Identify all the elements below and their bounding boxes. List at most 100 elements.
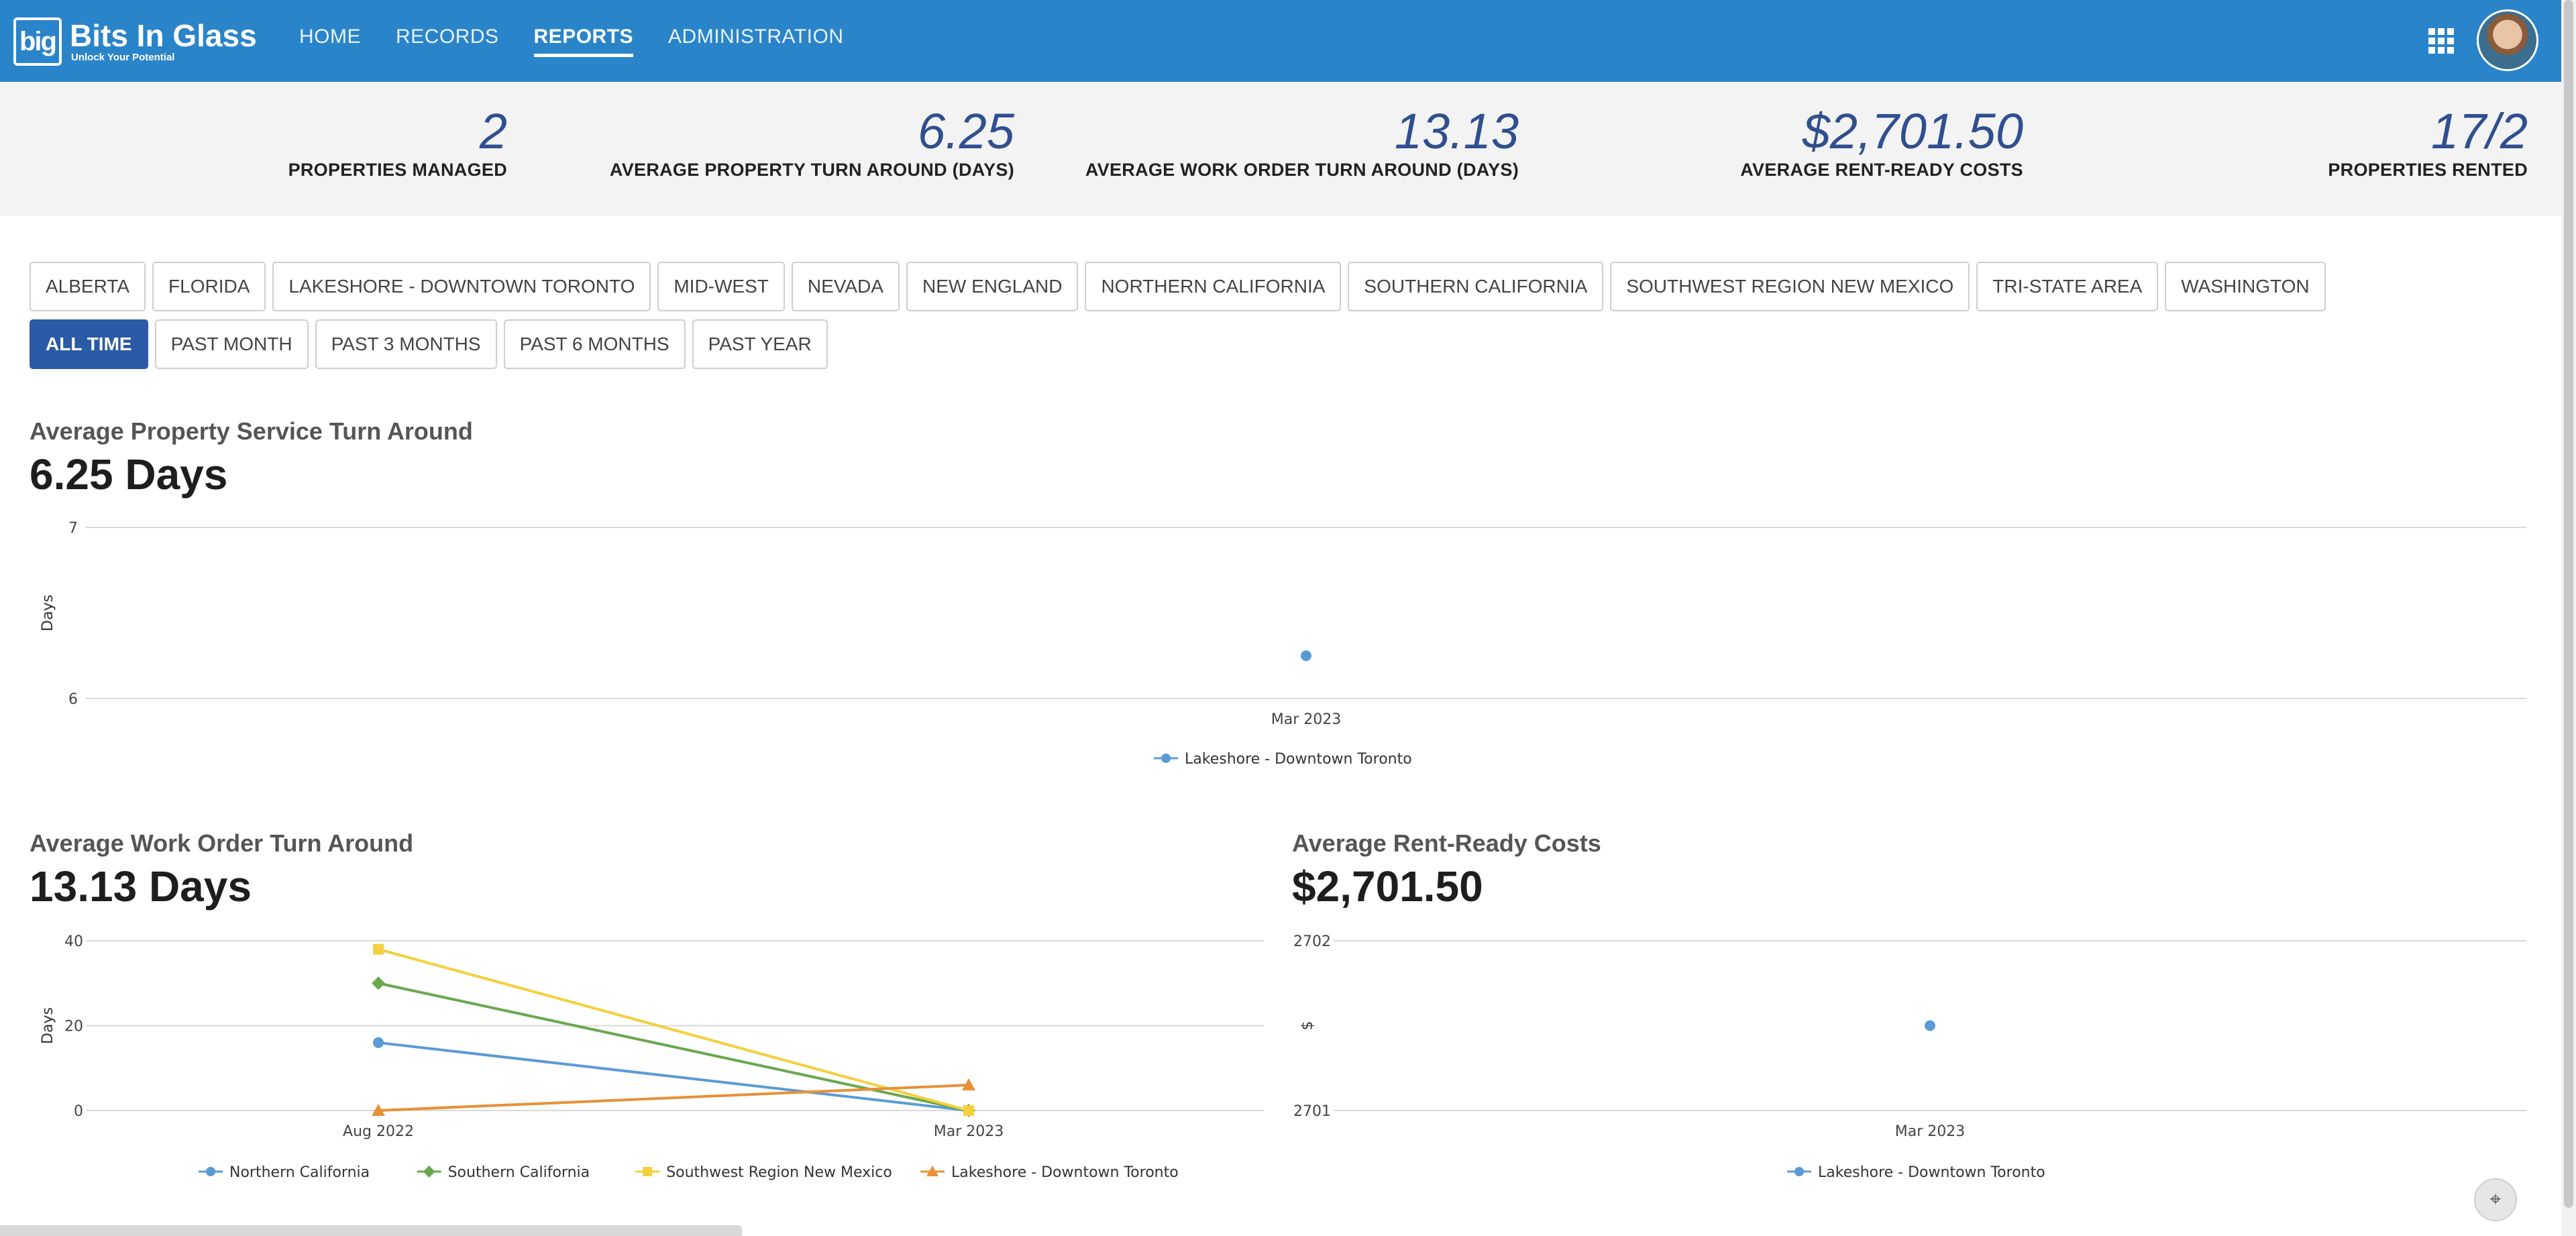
legend-label: Southwest Region New Mexico	[666, 1164, 892, 1181]
nav-home[interactable]: HOME	[299, 25, 361, 48]
data-point	[373, 943, 384, 955]
legend-marker	[206, 1167, 215, 1176]
grid-icon[interactable]	[2428, 28, 2454, 54]
legend-marker	[926, 1166, 938, 1176]
kpi-label: PROPERTIES RENTED	[2328, 160, 2528, 180]
filter-nevada[interactable]: NEVADA	[791, 262, 900, 311]
user-avatar[interactable]	[2477, 9, 2538, 71]
filter-past-6-months[interactable]: PAST 6 MONTHS	[503, 319, 686, 369]
section-title: Average Property Service Turn Around	[30, 417, 473, 445]
app-subtitle: Unlock Your Potential	[71, 52, 175, 63]
filter-northern-california[interactable]: NORTHERN CALIFORNIA	[1085, 262, 1342, 311]
kpi-value: 13.13	[1394, 103, 1519, 159]
section-value: 13.13 Days	[30, 862, 252, 911]
filter-past-year[interactable]: PAST YEAR	[692, 319, 828, 369]
kpi-label: AVERAGE RENT-READY COSTS	[1740, 160, 2023, 180]
data-point	[372, 1104, 385, 1116]
rent-ready-costs-section: Average Rent-Ready Costs $2,701.50	[1292, 829, 2533, 911]
top-navigation-bar: big Bits In Glass Unlock Your Potential …	[0, 0, 2561, 82]
section-title: Average Work Order Turn Around	[30, 829, 414, 857]
report-filters: ALBERTA FLORIDA LAKESHORE - DOWNTOWN TOR…	[30, 262, 2326, 377]
y-tick-label: 2702	[1293, 933, 1331, 950]
kpi-value: 2	[479, 103, 507, 159]
x-tick-label: Mar 2023	[934, 1123, 1004, 1140]
filter-southern-california[interactable]: SOUTHERN CALIFORNIA	[1348, 262, 1604, 311]
kpi-work-order-turn-around: 13.13 AVERAGE WORK ORDER TURN AROUND (DA…	[1085, 103, 1519, 181]
section-title: Average Rent-Ready Costs	[1292, 829, 1601, 857]
series-line	[378, 1041, 969, 1112]
filter-washington[interactable]: WASHINGTON	[2165, 262, 2326, 311]
legend-label: Northern California	[229, 1164, 370, 1181]
data-point	[372, 976, 385, 990]
y-tick-label: 0	[74, 1103, 83, 1120]
pointer-select-icon[interactable]: ⌖	[2474, 1178, 2517, 1221]
region-filter-row: ALBERTA FLORIDA LAKESHORE - DOWNTOWN TOR…	[30, 262, 2326, 311]
y-axis-label: Days	[40, 595, 56, 631]
legend-marker	[423, 1166, 435, 1178]
data-point	[962, 1078, 975, 1091]
nav-administration[interactable]: ADMINISTRATION	[668, 25, 844, 48]
kpi-label: PROPERTIES MANAGED	[288, 160, 507, 180]
filter-tri-state-area[interactable]: TRI-STATE AREA	[1976, 262, 2159, 311]
x-tick-label: Mar 2023	[1895, 1123, 1966, 1140]
legend-marker	[1794, 1167, 1804, 1176]
kpi-summary-band: 2 PROPERTIES MANAGED 6.25 AVERAGE PROPER…	[0, 82, 2561, 216]
property-turn-around-chart: 6 7 Days Mar 2023 Lakeshore - Downtown Toron…	[40, 520, 2526, 768]
legend-label: Lakeshore - Downtown Toronto	[1185, 751, 1412, 768]
data-point	[1301, 650, 1311, 662]
filter-lakeshore-downtown-toronto[interactable]: LAKESHORE - DOWNTOWN TORONTO	[272, 262, 651, 311]
filter-florida[interactable]: FLORIDA	[152, 262, 266, 311]
app-title: Bits In Glass	[70, 18, 257, 53]
browser-status-bar	[0, 1225, 742, 1236]
filter-southwest-region-new-mexico[interactable]: SOUTHWEST REGION NEW MEXICO	[1610, 262, 1970, 311]
logo-mark: big	[13, 17, 62, 66]
filter-past-month[interactable]: PAST MONTH	[154, 319, 309, 369]
x-tick-label: Aug 2022	[343, 1123, 414, 1140]
company-logo[interactable]: big Bits In Glass Unlock Your Potential	[13, 15, 257, 68]
property-turn-around-section: Average Property Service Turn Around 6.2…	[30, 417, 2532, 499]
y-axis-label: Days	[40, 1007, 56, 1044]
main-nav: HOME RECORDS REPORTS ADMINISTRATION	[299, 25, 844, 57]
data-point	[373, 1037, 384, 1048]
section-value: $2,701.50	[1292, 862, 1483, 911]
work-order-turn-around-chart: 0 20 40 Days Aug 2022 Mar 2023 Northern Califo…	[40, 933, 1264, 1181]
filter-mid-west[interactable]: MID-WEST	[657, 262, 785, 311]
series-line	[378, 1084, 969, 1112]
legend-marker	[643, 1167, 653, 1176]
nav-reports[interactable]: REPORTS	[533, 25, 634, 57]
scrollbar-thumb[interactable]	[2564, 0, 2573, 1208]
section-value: 6.25 Days	[30, 450, 228, 499]
y-tick-label: 40	[64, 933, 83, 950]
kpi-label: AVERAGE PROPERTY TURN AROUND (DAYS)	[609, 160, 1014, 180]
y-axis-label: $	[1299, 1021, 1316, 1031]
data-point	[963, 1105, 974, 1116]
page-scrollbar[interactable]	[2561, 0, 2576, 1236]
kpi-label: AVERAGE WORK ORDER TURN AROUND (DAYS)	[1085, 160, 1519, 180]
kpi-properties-rented: 17/2 PROPERTIES RENTED	[2328, 103, 2528, 181]
filter-all-time[interactable]: ALL TIME	[30, 319, 148, 369]
x-tick-label: Mar 2023	[1271, 711, 1342, 728]
rent-ready-costs-chart: 2701 2702 $ Mar 2023 Lakeshore - Downtown To…	[1293, 933, 2526, 1181]
filter-alberta[interactable]: ALBERTA	[30, 262, 146, 311]
legend-label: Lakeshore - Downtown Toronto	[951, 1164, 1179, 1181]
series-line	[378, 982, 969, 1112]
legend-label: Lakeshore - Downtown Toronto	[1818, 1164, 2045, 1181]
data-point	[1925, 1020, 1935, 1031]
filter-new-england[interactable]: NEW ENGLAND	[906, 262, 1079, 311]
legend-label: Southern California	[448, 1164, 590, 1181]
y-tick-label: 2701	[1293, 1103, 1331, 1120]
y-tick-label: 7	[68, 520, 78, 537]
y-tick-label: 20	[64, 1019, 83, 1035]
y-tick-label: 6	[68, 691, 78, 708]
nav-records[interactable]: RECORDS	[396, 25, 499, 48]
kpi-rent-ready-costs: $2,701.50 AVERAGE RENT-READY COSTS	[1740, 103, 2023, 181]
kpi-value: 17/2	[2430, 103, 2528, 159]
time-filter-row: ALL TIME PAST MONTH PAST 3 MONTHS PAST 6…	[30, 319, 2326, 369]
kpi-properties-managed: 2 PROPERTIES MANAGED	[288, 103, 507, 181]
series-line	[378, 947, 969, 1112]
filter-past-3-months[interactable]: PAST 3 MONTHS	[315, 319, 497, 369]
kpi-value: 6.25	[917, 103, 1014, 159]
kpi-value: $2,701.50	[1802, 103, 2023, 159]
kpi-property-turn-around: 6.25 AVERAGE PROPERTY TURN AROUND (DAYS)	[610, 103, 1014, 181]
legend-marker	[1161, 754, 1171, 763]
